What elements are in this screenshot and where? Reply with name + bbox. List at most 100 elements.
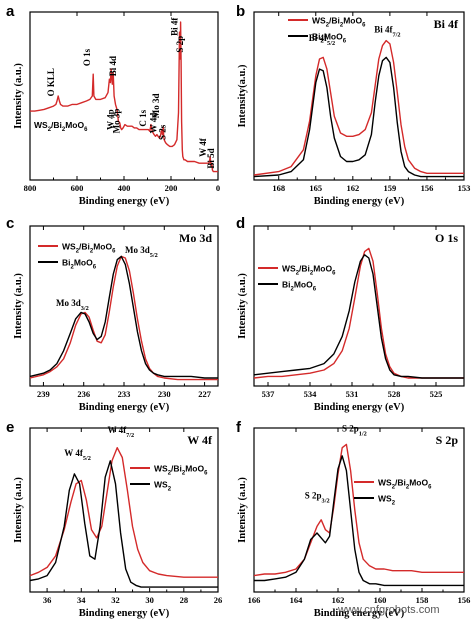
- x-tick-label: 236: [77, 389, 90, 399]
- peak-annotation: W 4f7/2: [108, 425, 135, 439]
- x-tick-label: 156: [421, 183, 434, 193]
- plot-frame: [253, 11, 465, 181]
- y-axis-label: Intensity (a.u.): [13, 477, 24, 543]
- sample-label: WS2/Bi2MoO6: [34, 120, 88, 133]
- x-tick-label: 230: [158, 389, 171, 399]
- x-tick-label: 30: [145, 595, 154, 605]
- peak-annotation: S 2s: [157, 124, 167, 140]
- peak-annotation: O KLL: [46, 68, 56, 96]
- series-line-ws2-bi2moo6: [29, 255, 218, 381]
- x-tick-label: 32: [111, 595, 120, 605]
- panel-label: d: [236, 215, 245, 232]
- series-line-ws2-bi2moo6: [253, 443, 464, 577]
- x-axis-label: Binding energy (eV): [79, 608, 170, 619]
- peak-annotation: Bi 4f: [170, 17, 180, 36]
- x-tick-label: 28: [180, 595, 189, 605]
- peak-annotation: S 2p1/2: [342, 423, 367, 437]
- watermark: www.cnfgrobots.com: [338, 604, 440, 616]
- peak-annotation: O 1s: [82, 48, 92, 66]
- peak-annotation: Mo 3d: [151, 93, 161, 118]
- peak-annotation: C 1s: [138, 109, 148, 126]
- peak-annotation: Bi 5d: [206, 148, 216, 168]
- x-tick-label: 528: [388, 389, 401, 399]
- x-tick-label: 239: [37, 389, 50, 399]
- x-tick-label: 165: [309, 183, 322, 193]
- legend-label: Bi2MoO6: [312, 32, 347, 45]
- x-tick-label: 166: [248, 595, 261, 605]
- peak-annotation: Mo 3p: [112, 109, 122, 134]
- x-tick-label: 162: [332, 595, 345, 605]
- peak-annotation: W 4f: [198, 137, 208, 157]
- panel-d: d O 1s 537 534 531 528 525 Binding energy (eV) I…: [236, 215, 465, 413]
- x-axis-label: Binding energy (eV): [79, 402, 170, 413]
- x-tick-label: 168: [272, 183, 285, 193]
- x-tick-label: 525: [430, 389, 443, 399]
- panel-b: b Bi 4f 168 165 162 159 156 153 Binding energy (…: [236, 3, 470, 207]
- legend-label: WS2/Bi2MoO6: [62, 242, 116, 255]
- series-line-ws2: [254, 455, 464, 587]
- legend-label: Bi2MoO6: [62, 258, 97, 271]
- legend-label: WS2/Bi2MoO6: [378, 478, 432, 491]
- peak-annotation: S 2p: [175, 36, 185, 53]
- x-tick-label: 531: [346, 389, 359, 399]
- x-tick-label: 200: [165, 183, 178, 193]
- peak-annotation: S 2p3/2: [305, 491, 330, 505]
- chart-title: S 2p: [436, 433, 459, 447]
- y-axis-label: Intensity (a.u.): [237, 477, 248, 543]
- plot-frame: [29, 427, 219, 593]
- chart-title: Mo 3d: [179, 231, 212, 245]
- panel-label: a: [6, 3, 15, 20]
- x-tick-label: 36: [43, 595, 52, 605]
- chart-title: Bi 4f: [434, 17, 459, 31]
- x-tick-label: 34: [77, 595, 86, 605]
- peak-annotation: Mo 3d5/2: [125, 245, 158, 259]
- panel-label: c: [6, 215, 14, 232]
- x-axis-label: Binding energy (eV): [79, 196, 170, 207]
- chart-title: O 1s: [435, 231, 458, 245]
- x-tick-label: 158: [416, 595, 429, 605]
- x-tick-label: 159: [384, 183, 397, 193]
- y-axis-label: Intensity(a.u.): [237, 64, 248, 128]
- x-tick-label: 0: [216, 183, 220, 193]
- plot-frame: [253, 225, 465, 387]
- legend-label: WS2/Bi2MoO6: [282, 264, 336, 277]
- panel-label: f: [236, 419, 242, 436]
- series-line-bi2moo6: [253, 254, 464, 379]
- x-tick-label: 400: [118, 183, 131, 193]
- x-tick-label: 600: [71, 183, 84, 193]
- series-line-bi2moo6: [253, 56, 464, 178]
- series-line-bi2moo6: [29, 255, 218, 379]
- peak-annotation: Bi 4d: [108, 56, 118, 76]
- panel-f: f S 2p 166 164 162 160 158 156 Binding energy (e…: [236, 419, 470, 619]
- chart-title: W 4f: [187, 433, 213, 447]
- y-axis-label: Intensity (a.u.): [13, 273, 24, 339]
- series-line-spectrum: [30, 21, 219, 173]
- plot-frame: [253, 427, 465, 593]
- panel-label: b: [236, 3, 245, 20]
- x-tick-label: 233: [118, 389, 131, 399]
- peak-annotation: Bi 4f7/2: [374, 25, 400, 39]
- series-line-ws2-bi2moo6: [253, 39, 464, 176]
- peak-annotation: W 4d: [148, 113, 158, 134]
- x-tick-label: 800: [24, 183, 37, 193]
- x-tick-label: 537: [262, 389, 276, 399]
- peak-annotation: Bi 4f5/2: [309, 33, 335, 47]
- peak-annotation: W 4f5/2: [64, 448, 91, 462]
- y-axis-label: Intensity (a.u.): [237, 273, 248, 339]
- x-tick-label: 534: [304, 389, 318, 399]
- x-axis-label: Binding energy (eV): [314, 402, 405, 413]
- series-line-ws2-bi2moo6: [253, 247, 464, 379]
- x-tick-label: 162: [346, 183, 359, 193]
- x-tick-label: 153: [458, 183, 471, 193]
- x-tick-label: 164: [290, 595, 304, 605]
- x-tick-label: 227: [198, 389, 212, 399]
- legend-label: WS2: [154, 480, 172, 493]
- panel-label: e: [6, 419, 14, 436]
- series-line-ws2: [29, 460, 218, 588]
- peak-annotation: Mo 3d3/2: [56, 298, 89, 312]
- x-tick-label: 156: [458, 595, 471, 605]
- x-tick-label: 26: [214, 595, 223, 605]
- x-axis-label: Binding energy (eV): [314, 608, 405, 619]
- panel-a: a 800 600 400 200 0 Binding energy (eV) Intensi…: [6, 3, 220, 207]
